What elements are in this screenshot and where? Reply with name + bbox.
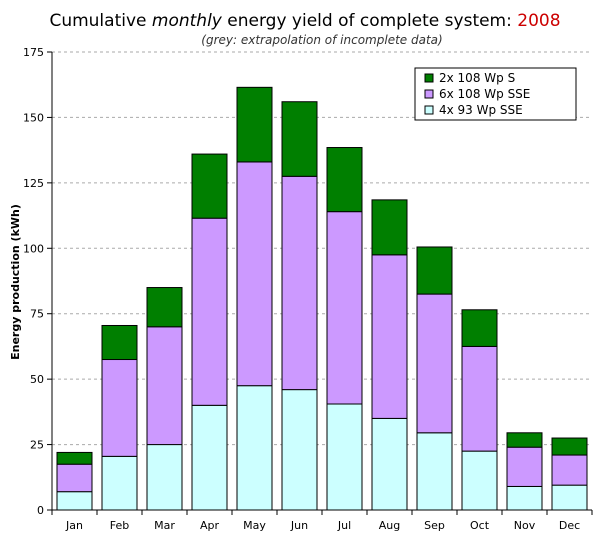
legend-box xyxy=(414,67,577,121)
bar-dec-4x-93-wp-sse xyxy=(551,484,588,511)
bar-nov-2x-108-wp-s xyxy=(506,432,543,448)
bar-mar-4x-93-wp-sse xyxy=(146,444,183,511)
bar-may-4x-93-wp-sse xyxy=(236,385,273,511)
chart-title: Cumulative monthly energy yield of compl… xyxy=(49,11,560,31)
bar-jan-2x-108-wp-s xyxy=(56,451,93,465)
grid-layer xyxy=(52,51,592,446)
y-axis-title: Energy production (kWh) xyxy=(9,204,22,360)
bar-jul-4x-93-wp-sse xyxy=(326,403,363,511)
legend: 2x 108 Wp S 6x 108 Wp SSE 4x 93 Wp SSE xyxy=(414,67,577,121)
chart-title-prefix: Cumulative xyxy=(49,11,151,31)
bar-feb-6x-108-wp-sse xyxy=(101,359,138,457)
bar-aug-2x-108-wp-s xyxy=(371,199,408,256)
chart-subtitle: (grey: extrapolation of incomplete data) xyxy=(201,33,442,47)
bar-apr-2x-108-wp-s xyxy=(191,153,228,219)
x-tick-label: Feb xyxy=(110,519,129,532)
x-tick-label: Dec xyxy=(559,519,580,532)
bar-dec-6x-108-wp-sse xyxy=(551,454,588,486)
bar-feb-2x-108-wp-s xyxy=(101,324,138,361)
bar-jun-6x-108-wp-sse xyxy=(281,175,318,391)
bar-may-2x-108-wp-s xyxy=(236,86,273,163)
bar-nov-4x-93-wp-sse xyxy=(506,485,543,511)
bar-sep-6x-108-wp-sse xyxy=(416,293,453,434)
x-tick-label: Oct xyxy=(470,519,490,532)
bar-aug-4x-93-wp-sse xyxy=(371,417,408,511)
x-tick-label: Nov xyxy=(514,519,536,532)
bar-jun-4x-93-wp-sse xyxy=(281,389,318,511)
legend-swatch xyxy=(424,89,434,99)
bar-apr-4x-93-wp-sse xyxy=(191,404,228,511)
x-tick-label: Sep xyxy=(424,519,445,532)
bar-nov-6x-108-wp-sse xyxy=(506,446,543,487)
y-tick-label: 25 xyxy=(30,439,44,452)
bar-jul-6x-108-wp-sse xyxy=(326,211,363,405)
x-tick-label: Apr xyxy=(200,519,220,532)
chart-title-suffix: energy yield of complete system: xyxy=(227,11,517,31)
bar-mar-6x-108-wp-sse xyxy=(146,326,183,446)
y-tick-label: 175 xyxy=(23,46,44,59)
x-tick-label: Jan xyxy=(65,519,83,532)
bar-aug-6x-108-wp-sse xyxy=(371,254,408,419)
bar-mar-2x-108-wp-s xyxy=(146,287,183,328)
x-tick-label: Jul xyxy=(337,519,351,532)
x-tick-label: Mar xyxy=(154,519,175,532)
bar-oct-2x-108-wp-s xyxy=(461,309,498,347)
bar-jan-4x-93-wp-sse xyxy=(56,491,93,511)
x-tick-label: Aug xyxy=(379,519,400,532)
bar-may-6x-108-wp-sse xyxy=(236,161,273,387)
legend-swatch xyxy=(424,73,434,83)
bar-sep-4x-93-wp-sse xyxy=(416,432,453,511)
y-tick-label: 50 xyxy=(30,373,44,386)
chart-title-year: 2008 xyxy=(517,11,560,31)
y-tick-label: 150 xyxy=(23,111,44,124)
bar-feb-4x-93-wp-sse xyxy=(101,455,138,511)
y-tick-label: 0 xyxy=(37,504,44,517)
bar-dec-2x-108-wp-s xyxy=(551,437,588,456)
bar-apr-6x-108-wp-sse xyxy=(191,217,228,406)
bar-jun-2x-108-wp-s xyxy=(281,101,318,177)
y-tick-label: 75 xyxy=(30,308,44,321)
bar-jan-6x-108-wp-sse xyxy=(56,463,93,493)
y-tick-label: 125 xyxy=(23,177,44,190)
legend-swatch xyxy=(424,105,434,115)
bar-jul-2x-108-wp-s xyxy=(326,147,363,213)
bar-oct-6x-108-wp-sse xyxy=(461,345,498,452)
x-tick-label: May xyxy=(243,519,266,532)
legend-label: 6x 108 Wp SSE xyxy=(439,87,530,101)
chart-title-italic: monthly xyxy=(152,11,223,31)
axes-layer: 0 25 50 75 100 125 150 175 Jan Feb Mar Apr May Jun Jul… xyxy=(23,46,593,532)
bars-layer xyxy=(56,86,588,511)
x-tick-label: Jun xyxy=(290,519,308,532)
bar-sep-2x-108-wp-s xyxy=(416,246,453,295)
legend-label: 2x 108 Wp S xyxy=(439,71,515,85)
y-tick-label: 100 xyxy=(23,242,44,255)
legend-label: 4x 93 Wp SSE xyxy=(439,103,523,117)
bar-oct-4x-93-wp-sse xyxy=(461,450,498,511)
